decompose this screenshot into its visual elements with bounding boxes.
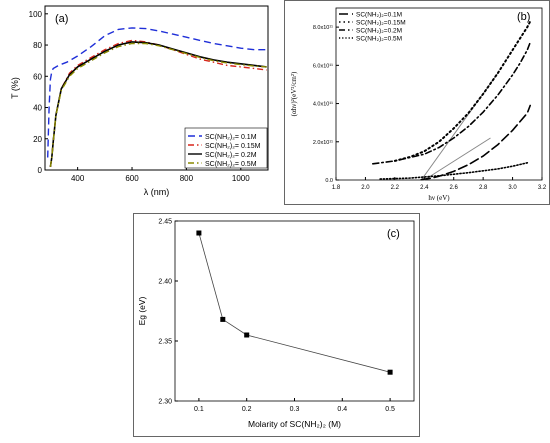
x-axis-label-b: hν (eV) [428,194,450,202]
legend-label-b-1: SC(NH₂)₂=0.1M [356,12,402,19]
series-line-b-1 [420,104,531,181]
y-tick-label-c: 2.45 [158,219,172,226]
panel-c-bandgap-chart: 0.1 0.2 0.3 0.4 0.5 2.30 2.35 2.40 2.45 Molarity … [133,213,420,438]
x-tick-label-c: 0.2 [242,406,252,413]
y-tick-label-b: 6.0x10¹¹ [313,63,333,69]
panel-label-a: (a) [55,13,68,25]
chart-a-svg: 400 600 800 1000 0 20 40 60 80 100 λ (nm) T (%) (a) S… [10,5,269,197]
y-axis-label-b: (αhν)²(eV²/cm²) [290,71,298,116]
series-line-b-4 [379,162,529,180]
series-line-c [198,232,391,373]
series-line-a-3 [49,41,267,168]
panel-b-tauc-plot: 1.8 2.0 2.2 2.4 2.6 2.8 3.0 3.2 0.0 2.0x10¹¹ 4.0x1… [284,0,550,207]
x-tick-label-b: 2.8 [479,185,488,191]
y-tick-label-a: 40 [33,104,42,113]
y-tick-label-b: 2.0x10¹¹ [313,140,333,146]
x-tick-label-b: 3.2 [538,185,547,191]
y-tick-label-a: 0 [38,166,43,175]
series-line-b-2 [393,20,532,162]
series-line-b-3 [372,41,531,165]
plot-frame-a [44,5,269,171]
panel-label-c: (c) [387,228,400,240]
data-point-c-3 [244,332,250,338]
plot-frame-c [174,220,415,402]
y-tick-label-b: 0.0 [325,178,333,184]
x-tick-label-a: 400 [71,174,85,183]
data-point-c-4 [387,369,393,375]
x-tick-label-b: 2.2 [391,185,400,191]
panel-border-c [133,213,420,437]
chart-c-svg: 0.1 0.2 0.3 0.4 0.5 2.30 2.35 2.40 2.45 Molarity … [133,213,420,437]
panel-a-transmittance-chart: 400 600 800 1000 0 20 40 60 80 100 λ (nm) T (%) (a) S… [0,0,272,207]
y-axis-label-a: T (%) [10,77,20,99]
tangent-fit-line-b-1 [420,72,499,181]
y-tick-label-c: 2.35 [158,339,172,346]
legend-label-a-2: SC(NH₂)₂= 0.15M [205,143,261,150]
y-tick-label-a: 80 [33,41,42,50]
chart-b-svg: 1.8 2.0 2.2 2.4 2.6 2.8 3.0 3.2 0.0 2.0x10¹¹ 4.0x1… [284,0,550,205]
series-line-a-4 [49,42,267,168]
x-tick-label-b: 2.6 [450,185,459,191]
x-tick-label-b: 3.0 [508,185,517,191]
x-tick-label-b: 1.8 [332,185,341,191]
data-point-c-1 [196,230,202,236]
x-tick-label-a: 600 [125,174,139,183]
series-line-a-1 [47,27,267,158]
x-tick-label-b: 2.4 [420,185,429,191]
y-tick-label-b: 8.0x10¹¹ [313,25,333,31]
legend-box-a [184,127,268,169]
legend-label-a-3: SC(NH₂)₂= 0.2M [205,152,257,159]
x-tick-label-c: 0.3 [290,406,300,413]
series-line-a-2 [49,39,267,168]
x-axis-label-a: λ (nm) [144,187,170,197]
legend-label-b-3: SC(NH₂)₂=0.2M [356,28,402,35]
legend-label-b-2: SC(NH₂)₂=0.15M [356,20,406,27]
x-tick-label-a: 800 [180,174,194,183]
legend-label-a-1: SC(NH₂)₂= 0.1M [205,134,257,141]
x-tick-label-c: 0.5 [385,406,395,413]
x-axis-label-c: Molarity of SC(NH₂)₂ (M) [248,419,341,429]
y-tick-label-c: 2.40 [158,279,172,286]
y-tick-label-c: 2.30 [158,399,172,406]
legend-label-a-4: SC(NH₂)₂= 0.5M [205,161,257,168]
x-tick-label-b: 2.0 [361,185,370,191]
tangent-fit-line-b-2 [424,137,491,181]
x-tick-label-c: 0.4 [337,406,347,413]
x-tick-label-a: 1000 [232,174,250,183]
y-tick-label-a: 60 [33,72,42,81]
x-tick-label-c: 0.1 [194,406,204,413]
y-axis-label-c: Eg (eV) [137,296,147,325]
plot-frame-b [335,7,543,181]
panel-label-b: (b) [517,11,530,23]
y-tick-label-a: 20 [33,135,42,144]
data-point-c-2 [220,316,226,322]
legend-label-b-4: SC(NH₂)₂=0.5M [356,36,402,43]
y-tick-label-b: 4.0x10¹¹ [313,102,333,108]
y-tick-label-a: 100 [29,10,43,19]
